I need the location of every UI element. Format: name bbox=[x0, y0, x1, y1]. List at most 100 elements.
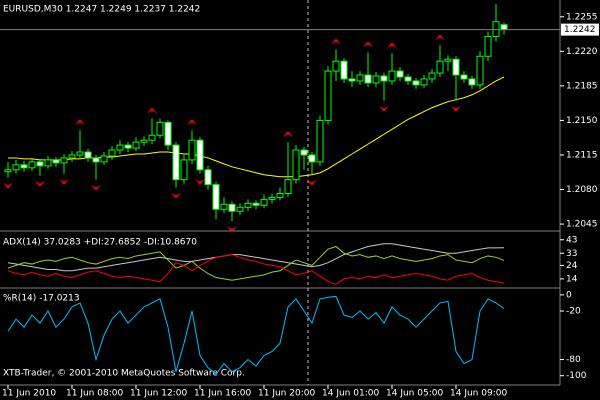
candle-body bbox=[404, 76, 412, 82]
x-tick-label: 11 Jun 20:00 bbox=[258, 389, 315, 399]
last-price-box bbox=[561, 23, 599, 36]
wpr-tick-label: -20 bbox=[566, 307, 581, 317]
price-tick-label: 1.2115 bbox=[566, 150, 598, 160]
candle-body bbox=[92, 157, 100, 163]
candle-body bbox=[500, 24, 508, 31]
candle-body bbox=[276, 192, 284, 198]
candle-body bbox=[44, 159, 52, 167]
fractal-down bbox=[451, 105, 461, 112]
fractal-down bbox=[3, 182, 13, 189]
adx-tick-label: 43 bbox=[566, 235, 577, 245]
candle-body bbox=[212, 184, 220, 210]
wpr-tick-label: -100 bbox=[566, 371, 587, 381]
candle-body bbox=[76, 151, 84, 156]
candle-body bbox=[364, 74, 372, 84]
fractal-up bbox=[283, 131, 293, 138]
wpr-line bbox=[7, 295, 505, 375]
candle-body bbox=[316, 119, 324, 163]
adx-line bbox=[7, 245, 505, 281]
candle-body bbox=[324, 70, 332, 121]
x-tick-label: 14 Jun 05:00 bbox=[386, 389, 443, 399]
candle-body bbox=[52, 159, 60, 164]
price-tick-label: 1.2150 bbox=[566, 116, 598, 126]
adx-line bbox=[7, 254, 505, 285]
last-price-label: 1.2242 bbox=[564, 25, 596, 35]
candle-body bbox=[28, 161, 36, 169]
candle-body bbox=[356, 74, 364, 82]
candle-body bbox=[60, 157, 68, 164]
candle-body bbox=[100, 155, 108, 163]
price-tick-label: 1.2185 bbox=[566, 81, 598, 91]
candle-body bbox=[196, 139, 204, 171]
adx-tick-label: 33 bbox=[566, 249, 577, 259]
fractal-down bbox=[35, 180, 45, 187]
fractal-up bbox=[75, 119, 85, 126]
x-tick-label: 11 Jun 08:00 bbox=[66, 389, 123, 399]
candle-body bbox=[108, 149, 116, 157]
candle-body bbox=[260, 198, 268, 206]
candle-body bbox=[188, 139, 196, 161]
candle-body bbox=[68, 154, 76, 159]
candle-body bbox=[140, 139, 148, 143]
candle-body bbox=[220, 203, 228, 210]
candle-body bbox=[332, 60, 340, 72]
candle-body bbox=[12, 164, 20, 171]
fractal-down bbox=[227, 226, 237, 233]
fractal-down bbox=[91, 184, 101, 191]
x-tick-label: 14 Jun 01:00 bbox=[322, 389, 379, 399]
candle-body bbox=[4, 169, 12, 173]
chart-title: EURUSD,M30 1.2247 1.2249 1.2237 1.2242 bbox=[3, 5, 200, 15]
fractal-up bbox=[331, 38, 341, 45]
wpr-tick-label: -80 bbox=[566, 355, 581, 365]
fractal-down bbox=[195, 178, 205, 185]
price-tick-label: 1.2080 bbox=[566, 185, 598, 195]
candle-body bbox=[452, 58, 460, 76]
x-tick-label: 11 Jun 16:00 bbox=[194, 389, 251, 399]
candle-body bbox=[396, 70, 404, 78]
fractal-up bbox=[187, 119, 197, 126]
candle-body bbox=[484, 36, 492, 57]
candle-body bbox=[156, 121, 164, 136]
candle-body bbox=[468, 78, 476, 86]
adx-line bbox=[7, 243, 505, 272]
candle-body bbox=[380, 75, 388, 82]
price-tick-label: 1.2255 bbox=[566, 12, 598, 22]
candle-body bbox=[420, 78, 428, 86]
x-tick-label: 11 Jun 12:00 bbox=[130, 389, 187, 399]
candle-body bbox=[348, 78, 356, 82]
candle-body bbox=[36, 161, 44, 167]
candle-body bbox=[308, 154, 316, 163]
candle-body bbox=[124, 144, 132, 149]
fractal-up bbox=[147, 107, 157, 114]
candle-body bbox=[444, 58, 452, 62]
candle-body bbox=[252, 202, 260, 206]
candle-body bbox=[164, 121, 172, 146]
candle-body bbox=[428, 72, 436, 80]
adx-tick-label: 14 bbox=[566, 274, 578, 284]
fractal-up bbox=[387, 42, 397, 49]
candle-body bbox=[180, 159, 188, 181]
fractal-down bbox=[59, 178, 69, 185]
candle-body bbox=[20, 164, 28, 169]
candle-body bbox=[172, 144, 180, 181]
candle-body bbox=[292, 149, 300, 181]
x-tick-label: 14 Jun 09:00 bbox=[450, 389, 507, 399]
candle-body bbox=[412, 80, 420, 86]
candle-body bbox=[460, 74, 468, 80]
candle-body bbox=[372, 75, 380, 84]
candle-body bbox=[268, 196, 276, 200]
fractal-down bbox=[307, 179, 317, 186]
wpr-label: %R(14) -17.0213 bbox=[3, 294, 80, 304]
candle-body bbox=[148, 134, 156, 141]
candle-body bbox=[284, 179, 292, 194]
price-tick-label: 1.2045 bbox=[566, 220, 598, 230]
candle-body bbox=[116, 144, 124, 151]
candle-body bbox=[204, 169, 212, 186]
candle-body bbox=[236, 206, 244, 212]
fractal-up bbox=[363, 41, 373, 48]
candle-body bbox=[228, 203, 236, 212]
candle-body bbox=[388, 70, 396, 82]
wpr-tick-label: 0 bbox=[566, 290, 572, 300]
